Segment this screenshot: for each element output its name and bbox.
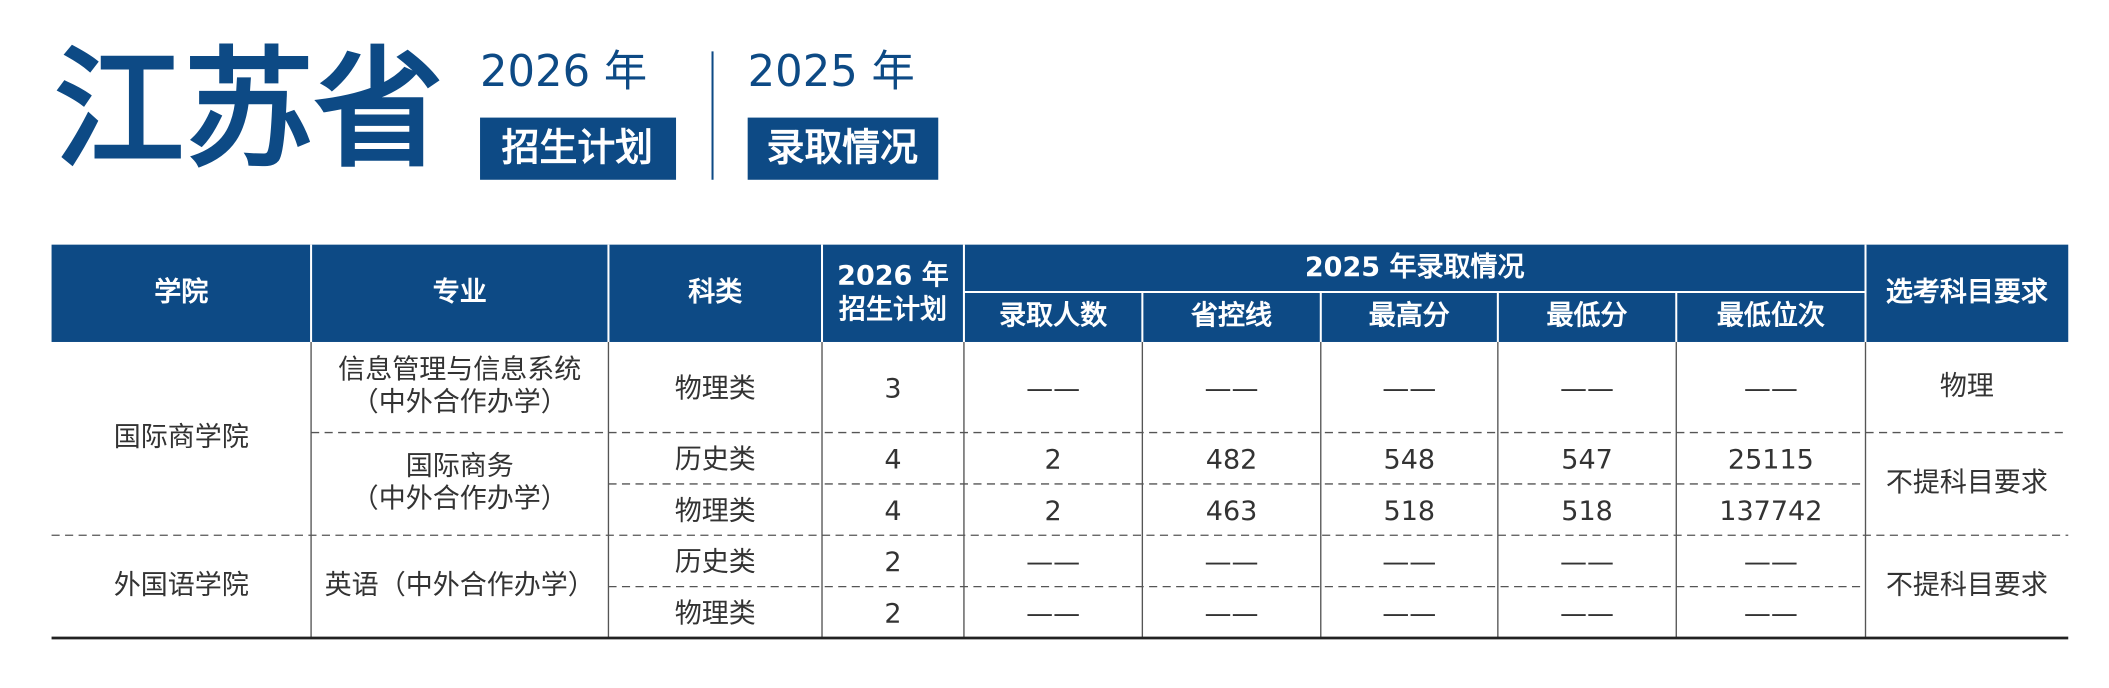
cell-text: 518 (1384, 496, 1436, 527)
cell-text: 信息管理与信息系统 (338, 355, 581, 386)
cell-text: （中外合作办学） (352, 484, 568, 515)
cell-text: —— (1382, 599, 1436, 630)
admit-box (747, 117, 939, 180)
header-cell: 招生计划 (839, 294, 947, 325)
header-cell: 科类 (688, 277, 742, 308)
cell-text: —— (1026, 599, 1080, 630)
cell-text: 国际商学院 (114, 422, 249, 453)
cell-text: 物理类 (675, 496, 756, 527)
header-cell: 省控线 (1191, 300, 1272, 331)
header-cell: 选考科目要求 (1886, 277, 2048, 308)
cell-text: 2 (884, 599, 901, 630)
admit-year: 2025 年 (748, 47, 915, 97)
cell-text: 547 (1561, 444, 1613, 475)
cell-text: 4 (884, 444, 901, 475)
cell-text: 482 (1206, 444, 1258, 475)
cell-text: 物理类 (675, 599, 756, 630)
cell-text: —— (1382, 547, 1436, 578)
plan-year: 2026 年 (480, 47, 647, 97)
cell-text: —— (1205, 547, 1259, 578)
cell-text: 2 (1045, 444, 1062, 475)
cell-text: 国际商务 (406, 451, 514, 482)
cell-text: —— (1560, 599, 1614, 630)
cell-text: 4 (884, 496, 901, 527)
cell-text: 不提科目要求 (1886, 467, 2048, 498)
cell-text: （中外合作办学） (352, 387, 568, 418)
province-title: 江苏省 (54, 35, 443, 186)
header-cell: 最低位次 (1717, 299, 1825, 331)
cell-text: —— (1744, 373, 1798, 404)
plan-label: 招生计划 (502, 126, 653, 170)
cell-text: —— (1205, 599, 1259, 630)
cell-text: 历史类 (675, 547, 756, 578)
plan-box (480, 117, 677, 180)
cell-text: —— (1560, 373, 1614, 404)
cell-text: 25115 (1728, 444, 1814, 475)
header-cell: 最高分 (1369, 299, 1450, 331)
cell-text: —— (1382, 373, 1436, 404)
cell-text: —— (1744, 547, 1798, 578)
cell-text: 3 (884, 373, 901, 404)
cell-text: 518 (1561, 496, 1613, 527)
cell-text: 548 (1384, 444, 1436, 475)
header-cell: 录取人数 (999, 300, 1108, 331)
cell-text: —— (1744, 599, 1798, 630)
cell-text: —— (1026, 547, 1080, 578)
cell-text: —— (1026, 373, 1080, 404)
cell-text: 外国语学院 (114, 570, 249, 601)
header-cell: 专业 (433, 277, 487, 308)
cell-text: 英语（中外合作办学） (325, 570, 595, 601)
cell-text: —— (1560, 547, 1614, 578)
admit-label: 录取情况 (767, 126, 918, 170)
header-cell: 2025 年录取情况 (1305, 251, 1525, 283)
header-cell: 学院 (154, 276, 208, 308)
cell-text: —— (1205, 373, 1259, 404)
cell-text: 137742 (1719, 496, 1822, 527)
cell-text: 2 (884, 547, 901, 578)
header-cell: 最低分 (1547, 300, 1628, 331)
cell-text: 物理 (1940, 371, 1994, 402)
header-cell: 2026 年 (837, 260, 949, 292)
cell-text: 463 (1206, 496, 1258, 527)
cell-text: 物理类 (675, 373, 756, 404)
cell-text: 2 (1045, 496, 1062, 527)
cell-text: 不提科目要求 (1886, 570, 2048, 601)
header-bg (51, 244, 2069, 342)
cell-text: 历史类 (675, 444, 756, 475)
